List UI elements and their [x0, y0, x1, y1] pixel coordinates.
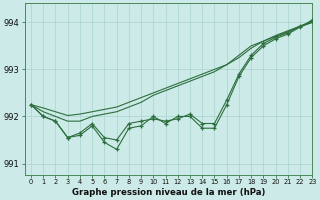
X-axis label: Graphe pression niveau de la mer (hPa): Graphe pression niveau de la mer (hPa) [72, 188, 265, 197]
